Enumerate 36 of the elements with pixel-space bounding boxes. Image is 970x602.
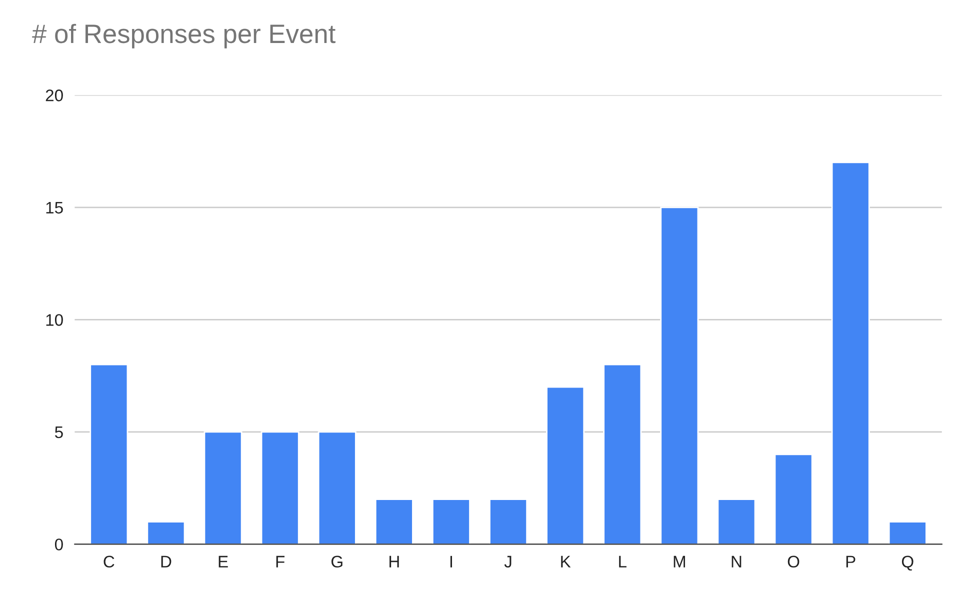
- bar: [774, 454, 813, 544]
- y-tick-label: 20: [46, 90, 63, 102]
- x-tick-label: M: [674, 556, 686, 568]
- bar: [717, 498, 756, 544]
- x-tick-label: F: [276, 556, 284, 568]
- bar: [260, 431, 300, 544]
- x-tick-label: P: [846, 556, 856, 568]
- bar: [204, 431, 242, 544]
- x-tick-label: H: [390, 556, 399, 568]
- bar: [489, 498, 528, 544]
- y-tick-label: 0: [54, 538, 63, 550]
- x-tick-label: I: [450, 556, 452, 568]
- x-tick-label: N: [732, 556, 742, 568]
- y-tick-label: 15: [46, 202, 63, 214]
- x-tick-label: C: [104, 556, 114, 568]
- bar: [660, 206, 699, 544]
- y-tick-label: 5: [54, 426, 63, 438]
- x-tick-label: D: [161, 556, 172, 568]
- bar: [888, 521, 927, 544]
- x-tick-label: L: [619, 556, 626, 568]
- bar: [603, 364, 642, 544]
- bar: [432, 498, 470, 544]
- bar: [546, 386, 585, 544]
- bar: [318, 431, 356, 544]
- x-tick-label: Q: [902, 556, 914, 571]
- bar: [146, 521, 186, 544]
- x-tick-label: J: [504, 556, 512, 568]
- x-tick-label: K: [561, 556, 571, 568]
- x-tick-label: O: [788, 556, 800, 568]
- bar: [374, 498, 414, 544]
- x-tick-label: G: [331, 556, 342, 568]
- bar: [90, 364, 128, 544]
- chart-title: # of Responses per Event: [32, 24, 336, 48]
- bar: [831, 162, 870, 544]
- x-tick-label: E: [218, 556, 228, 568]
- y-tick-label: 10: [46, 314, 63, 326]
